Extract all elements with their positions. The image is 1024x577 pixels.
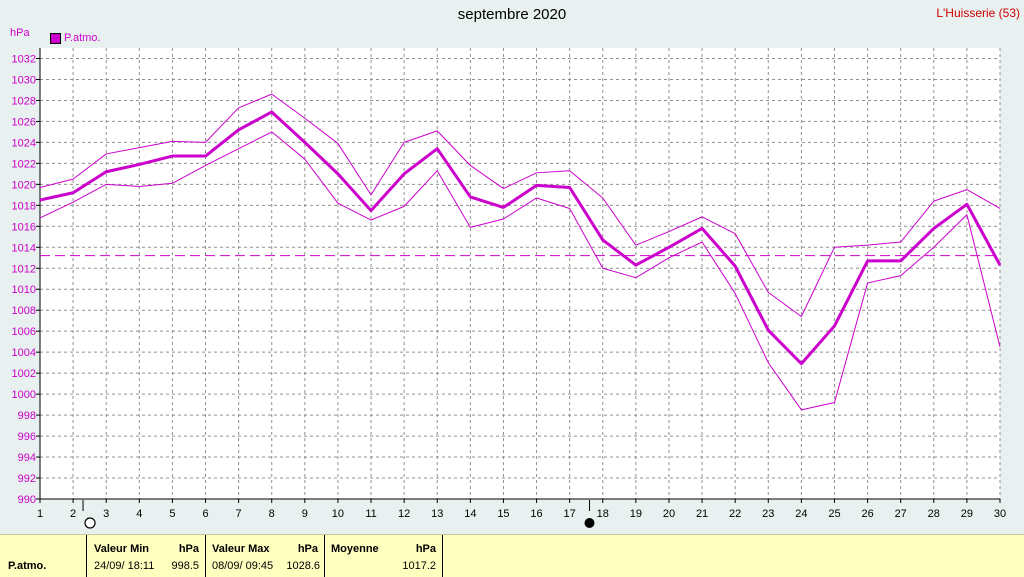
- y-tick-label: 1014: [12, 242, 36, 254]
- y-tick-label: 994: [18, 452, 36, 464]
- max-value: 1028.6: [286, 560, 320, 572]
- max-date: 08/09/ 09:45: [212, 560, 274, 572]
- x-tick-label: 29: [961, 508, 973, 520]
- y-tick-label: 996: [18, 431, 36, 443]
- min-date: 24/09/ 18:11: [94, 560, 155, 572]
- x-tick-label: 2: [70, 508, 76, 520]
- y-axis-unit: hPa: [10, 27, 30, 39]
- y-tick-label: 990: [18, 494, 36, 506]
- pressure-max-series: [39, 93, 1001, 318]
- summary-min-cell: Valeur Min hPa 24/09/ 18:11 998.5: [86, 535, 205, 577]
- y-tick-label: 1008: [12, 305, 36, 317]
- y-tick-label: 1010: [12, 284, 36, 296]
- x-tick-label: 4: [136, 508, 142, 520]
- y-tick-label: 1002: [12, 368, 36, 380]
- y-tick-label: 1022: [12, 158, 36, 170]
- x-tick-label: 10: [332, 508, 344, 520]
- x-tick-label: 14: [464, 508, 476, 520]
- summary-footer: P.atmo. Valeur Min hPa 24/09/ 18:11 998.…: [0, 534, 1024, 577]
- new-moon-icon: [84, 517, 96, 529]
- min-header: Valeur Min: [94, 543, 150, 555]
- x-tick-label: 28: [928, 508, 940, 520]
- y-tick-label: 1032: [12, 53, 36, 65]
- x-tick-label: 16: [530, 508, 542, 520]
- x-tick-label: 7: [236, 508, 242, 520]
- x-tick-label: 26: [861, 508, 873, 520]
- y-tick-label: 998: [18, 410, 36, 422]
- x-tick-label: 5: [169, 508, 175, 520]
- x-tick-label: 6: [202, 508, 208, 520]
- x-tick-label: 18: [597, 508, 609, 520]
- min-unit: hPa: [178, 543, 199, 555]
- y-tick-label: 1000: [12, 389, 36, 401]
- legend-label: P.atmo.: [64, 32, 101, 44]
- x-tick-label: 21: [696, 508, 708, 520]
- x-tick-label: 17: [564, 508, 576, 520]
- summary-max-cell: Valeur Max hPa 08/09/ 09:45 1028.6: [205, 535, 324, 577]
- legend-swatch: [50, 32, 61, 44]
- legend: P.atmo.: [50, 32, 101, 44]
- y-tick-label: 1018: [12, 200, 36, 212]
- x-tick-label: 22: [729, 508, 741, 520]
- max-unit: hPa: [297, 543, 318, 555]
- x-tick-label: 25: [828, 508, 840, 520]
- y-tick-label: 1016: [12, 221, 36, 233]
- x-tick-label: 1: [37, 508, 43, 520]
- x-tick-label: 9: [302, 508, 308, 520]
- x-tick-label: 27: [895, 508, 907, 520]
- x-tick-label: 11: [365, 508, 376, 520]
- summary-row-label: P.atmo.: [8, 560, 47, 572]
- y-tick-label: 1004: [12, 347, 36, 359]
- x-tick-label: 8: [269, 508, 275, 520]
- x-tick-label: 19: [630, 508, 642, 520]
- pressure-min-series: [39, 131, 1001, 411]
- min-value: 998.5: [171, 560, 199, 572]
- y-tick-label: 1012: [12, 263, 36, 275]
- x-tick-label: 12: [398, 508, 410, 520]
- pressure-chart: 9909929949969981000100210041006100810101…: [12, 48, 1006, 529]
- mean-unit: hPa: [415, 543, 436, 555]
- x-tick-label: 20: [663, 508, 675, 520]
- x-tick-label: 30: [994, 508, 1006, 520]
- x-tick-label: 15: [497, 508, 509, 520]
- y-tick-label: 1006: [12, 326, 36, 338]
- full-moon-icon: [584, 518, 595, 528]
- mean-header: Moyenne: [331, 543, 379, 555]
- x-tick-label: 23: [762, 508, 774, 520]
- plot-area: [40, 48, 1000, 499]
- y-tick-label: 1020: [12, 179, 36, 191]
- y-tick-label: 1026: [12, 116, 36, 128]
- x-tick-label: 24: [795, 508, 807, 520]
- y-tick-label: 1028: [12, 95, 36, 107]
- summary-mean-cell: Moyenne hPa 1017.2: [324, 535, 443, 577]
- pressure-mean-series: [39, 110, 1002, 366]
- y-tick-label: 1030: [12, 74, 36, 86]
- y-tick-label: 992: [18, 473, 36, 485]
- station-name: L'Huisserie (53): [936, 6, 1020, 20]
- x-tick-label: 13: [431, 508, 443, 520]
- y-tick-label: 1024: [12, 137, 36, 149]
- mean-value: 1017.2: [402, 560, 436, 572]
- x-tick-label: 3: [103, 508, 109, 520]
- max-header: Valeur Max: [212, 543, 270, 555]
- chart-title: septembre 2020: [457, 6, 567, 23]
